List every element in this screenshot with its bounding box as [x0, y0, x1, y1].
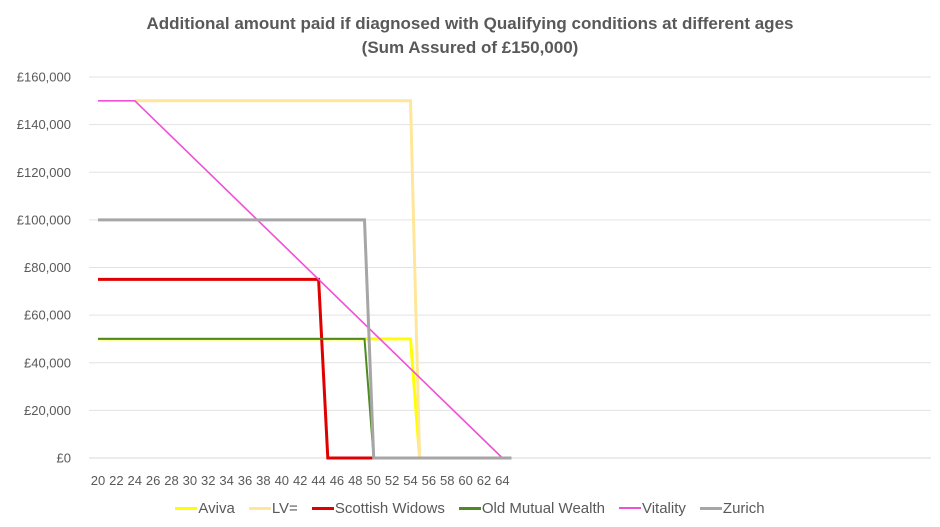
y-tick-label: £100,000 [17, 212, 71, 227]
x-tick-label: 20 [91, 473, 105, 488]
y-tick-label: £80,000 [24, 260, 71, 275]
x-tick-label: 42 [293, 473, 307, 488]
grid-layer [89, 76, 931, 459]
legend-label: Scottish Widows [334, 499, 445, 517]
legend-swatch [248, 506, 271, 510]
x-tick-label: 24 [128, 473, 142, 488]
x-tick-label: 46 [330, 473, 344, 488]
x-tick-label: 62 [477, 473, 491, 488]
x-tick-label: 40 [275, 473, 289, 488]
chart-legend: Aviva LV= Scottish Widows Old Mutual Wealth… [0, 496, 940, 520]
chart-subtitle: (Sum Assured of £150,000) [361, 38, 579, 57]
x-tick-label: 48 [348, 473, 362, 488]
x-tick-label: 34 [219, 473, 233, 488]
chart-title-block: Additional amount paid if diagnosed with… [0, 12, 940, 60]
y-tick-label: £140,000 [17, 117, 71, 132]
series-line-lv [134, 99, 422, 459]
legend-item: Zurich [699, 499, 765, 517]
x-tick-label: 56 [422, 473, 436, 488]
axis-layer: £0 £20,000 £40,000 £60,000 £80,000 £100,000 £1… [17, 70, 510, 489]
x-tick-label: 36 [238, 473, 252, 488]
legend-label: Aviva [198, 499, 235, 517]
x-tick-label: 64 [495, 473, 509, 488]
legend-label: Old Mutual Wealth [481, 499, 605, 517]
legend-item: Old Mutual Wealth [458, 499, 605, 517]
x-tick-label: 32 [201, 473, 215, 488]
x-tick-label: 52 [385, 473, 399, 488]
legend-item: LV= [248, 499, 298, 517]
legend-swatch [699, 506, 722, 510]
x-tick-label: 44 [311, 473, 325, 488]
x-tick-label: 50 [366, 473, 380, 488]
x-tick-label: 58 [440, 473, 454, 488]
x-tick-label: 22 [109, 473, 123, 488]
y-tick-label: £120,000 [17, 165, 71, 180]
legend-item: Aviva [175, 499, 235, 517]
y-tick-label: £160,000 [17, 70, 71, 85]
legend-swatch [618, 507, 641, 509]
legend-item: Vitality [618, 499, 686, 517]
y-tick-label: £20,000 [24, 403, 71, 418]
legend-swatch [458, 506, 481, 510]
x-tick-label: 28 [164, 473, 178, 488]
legend-label: LV= [271, 499, 298, 517]
series-layer [98, 99, 512, 460]
y-tick-label: £0 [57, 451, 71, 466]
x-tick-label: 26 [146, 473, 160, 488]
x-tick-label: 54 [403, 473, 417, 488]
series-line-zurich [98, 218, 512, 460]
series-line-scottish-widows [98, 277, 374, 460]
series-line-vitality [98, 100, 503, 459]
chart-title: Additional amount paid if diagnosed with… [146, 14, 794, 33]
x-tick-label: 30 [183, 473, 197, 488]
x-tick-label: 60 [458, 473, 472, 488]
series-line-old-mutual-wealth [98, 337, 375, 459]
legend-label: Zurich [722, 499, 765, 517]
legend-label: Vitality [641, 499, 686, 517]
legend-item: Scottish Widows [311, 499, 445, 517]
legend-swatch [311, 506, 334, 510]
series-line-aviva [98, 337, 512, 460]
legend-swatch [175, 506, 198, 510]
x-tick-label: 38 [256, 473, 270, 488]
y-tick-label: £40,000 [24, 355, 71, 370]
y-tick-label: £60,000 [24, 308, 71, 323]
